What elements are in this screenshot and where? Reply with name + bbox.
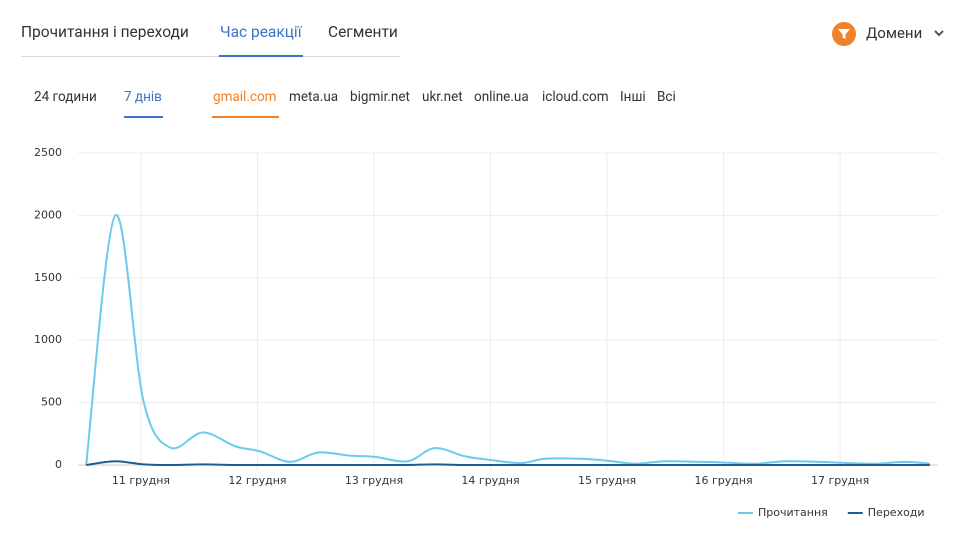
tab-bar-line [21, 56, 400, 57]
x-tick-label: 14 грудня [461, 474, 519, 487]
y-tick-label: 1500 [34, 271, 62, 284]
legend-label: Переходи [868, 506, 925, 519]
domains-menu[interactable]: Домени [866, 24, 923, 42]
tab[interactable]: Прочитання і переходи [21, 23, 189, 41]
domain[interactable]: meta.ua [289, 89, 339, 105]
legend-label: Прочитання [758, 506, 828, 519]
domain[interactable]: icloud.com [542, 89, 609, 105]
series-line [85, 214, 930, 466]
x-tick-label: 15 грудня [578, 474, 636, 487]
y-tick-label: 1000 [34, 333, 62, 346]
y-tick-label: 0 [55, 458, 62, 471]
chart: 0 500 1000 1500 2000 2500 11 грудня 12 грудня 13… [34, 146, 938, 519]
filter-icon[interactable] [831, 21, 857, 47]
x-tick-label: 16 грудня [694, 474, 752, 487]
x-tick-label: 17 грудня [811, 474, 869, 487]
domain[interactable]: Інші [620, 89, 646, 105]
period[interactable]: 24 години [34, 89, 97, 105]
domain[interactable]: bigmir.net [350, 89, 410, 105]
tab[interactable]: Сегменти [328, 23, 398, 41]
domain-active[interactable]: gmail.com [213, 89, 277, 105]
y-tick-label: 2000 [34, 208, 62, 221]
tab-active[interactable]: Час реакції [220, 23, 302, 41]
chevron[interactable] [933, 29, 945, 39]
y-tick-label: 500 [41, 396, 62, 409]
period-underline [124, 116, 163, 118]
x-tick-label: 12 грудня [228, 474, 286, 487]
tab-underline [219, 55, 303, 57]
series-line [86, 460, 930, 467]
x-tick-label: 11 грудня [112, 474, 170, 487]
period-active[interactable]: 7 днів [124, 89, 162, 105]
x-tick-label: 13 грудня [345, 474, 403, 487]
domain[interactable]: online.ua [474, 89, 529, 105]
y-tick-label: 2500 [34, 146, 62, 159]
domain[interactable]: Всі [657, 89, 676, 105]
domain-underline [212, 116, 279, 118]
domain[interactable]: ukr.net [422, 89, 463, 105]
